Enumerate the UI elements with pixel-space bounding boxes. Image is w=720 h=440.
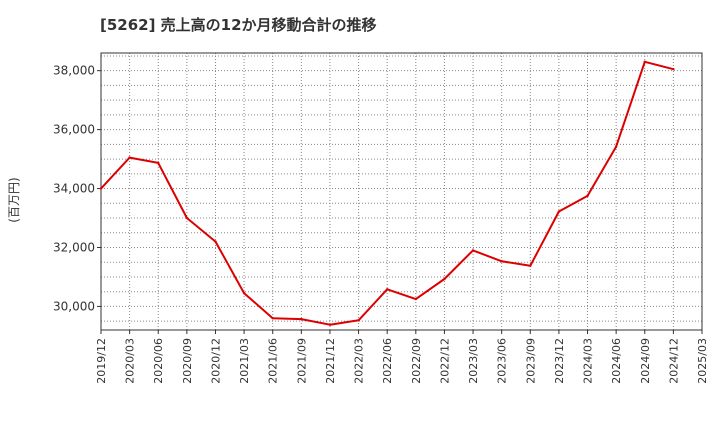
data-point (586, 194, 589, 198)
x-tick-label: 2020/06 (152, 338, 165, 384)
y-axis: 30,000 32,000 34,000 36,000 38,000 (53, 64, 101, 313)
x-tick-label: 2023/12 (553, 338, 566, 384)
x-tick-label: 2024/09 (639, 338, 652, 384)
data-point (328, 323, 332, 326)
x-tick-label: 2021/09 (295, 338, 308, 384)
data-point (385, 288, 389, 291)
data-point (672, 68, 675, 71)
y-tick-label: 38,000 (53, 64, 95, 78)
plot-frame (100, 52, 703, 331)
x-tick-label: 2020/03 (124, 338, 137, 384)
data-point (471, 249, 475, 252)
data-point (185, 216, 189, 220)
data-point (500, 260, 503, 263)
x-tick-label: 2022/06 (381, 338, 394, 384)
data-point (242, 291, 246, 295)
x-tick-label: 2022/03 (353, 338, 366, 384)
x-tick-label: 2020/09 (181, 338, 194, 384)
data-point (614, 145, 618, 148)
x-tick-label: 2024/12 (667, 338, 680, 384)
chart-title: [5262] 売上高の12か月移動合計の推移 (100, 16, 377, 34)
x-tick-label: 2023/09 (524, 338, 537, 384)
data-point (557, 210, 561, 213)
data-point (443, 277, 446, 281)
x-tick-label: 2024/06 (610, 338, 623, 384)
data-point (271, 317, 274, 320)
y-tick-label: 30,000 (53, 299, 95, 313)
plot-area (101, 53, 702, 330)
grid-lines (101, 53, 702, 330)
x-tick-label: 2023/06 (496, 338, 509, 384)
x-tick-label: 2025/03 (696, 338, 709, 384)
y-axis-label: (百万円) (7, 177, 21, 222)
x-tick-label: 2024/03 (582, 338, 595, 384)
data-point (128, 156, 131, 159)
data-point (157, 161, 160, 165)
x-axis: 2019/12 2020/03 2020/06 2020/09 2020/12 2021/… (95, 330, 709, 384)
data-point (357, 319, 360, 322)
y-tick-label: 36,000 (53, 123, 95, 137)
x-tick-label: 2022/12 (438, 338, 451, 384)
y-tick-label: 34,000 (53, 182, 95, 196)
x-tick-label: 2021/03 (238, 338, 251, 384)
data-point (414, 297, 418, 301)
data-point (300, 317, 303, 321)
data-point (99, 187, 103, 190)
x-tick-label: 2020/12 (209, 338, 222, 384)
x-tick-label: 2022/09 (410, 338, 423, 384)
data-point (529, 264, 532, 267)
data-point (643, 60, 646, 64)
series-layer (99, 60, 675, 326)
y-tick-label: 32,000 (53, 240, 95, 254)
data-point (214, 240, 217, 243)
x-tick-label: 2023/03 (467, 338, 480, 384)
x-tick-label: 2021/12 (324, 338, 337, 384)
x-tick-label: 2021/06 (267, 338, 280, 384)
x-tick-label: 2019/12 (95, 338, 108, 384)
